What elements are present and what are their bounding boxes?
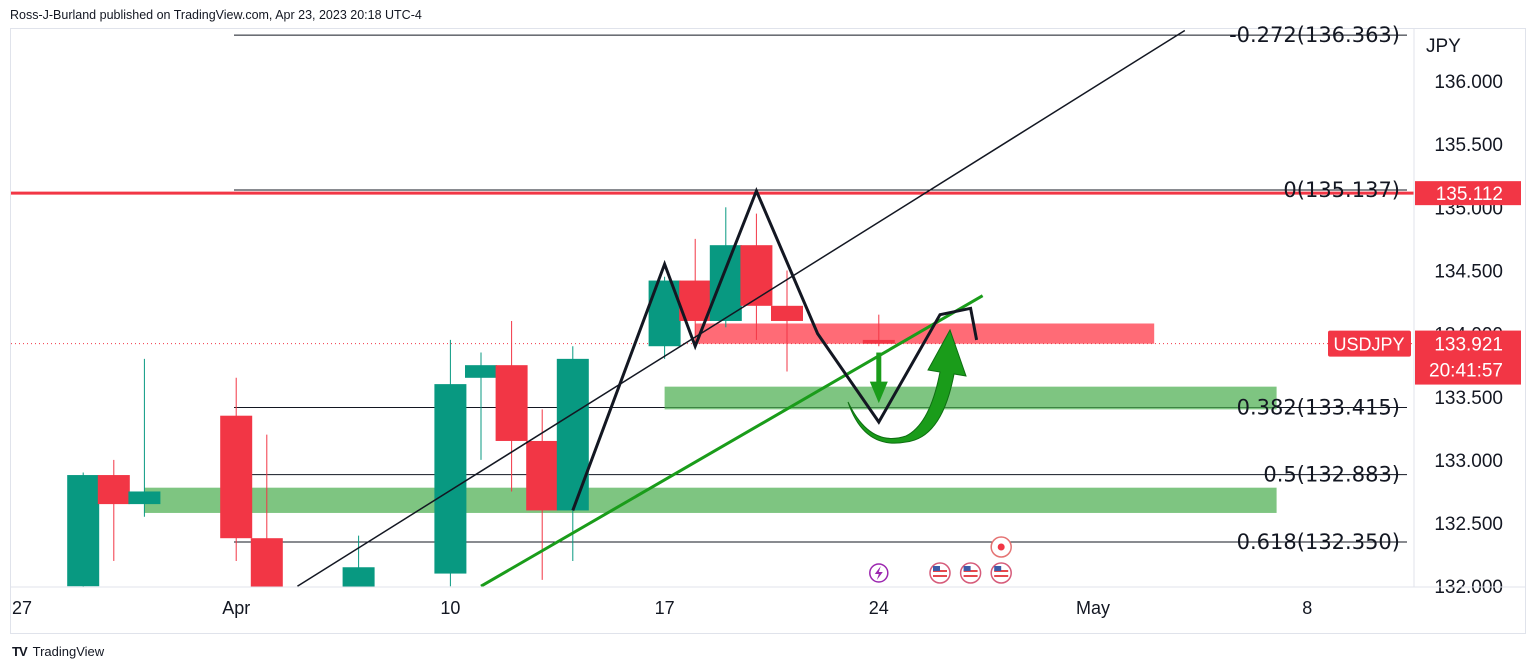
x-tick-label: 10 xyxy=(440,598,460,618)
us-flag-canton xyxy=(994,566,1002,571)
candle-body xyxy=(862,339,895,344)
y-tick-label: 136.000 xyxy=(1434,72,1503,93)
y-tick-label: 135.500 xyxy=(1434,135,1503,156)
tradingview-logo-icon: TV xyxy=(12,644,28,659)
candle-body xyxy=(495,365,528,441)
fib-level-label: 0(135.137) xyxy=(1283,178,1400,202)
us-flag-canton xyxy=(933,566,940,571)
candle-body xyxy=(465,365,497,378)
symbol-text: USDJPY xyxy=(1333,335,1404,355)
y-tick-label: 133.000 xyxy=(1434,451,1503,472)
symbol-tag xyxy=(1328,330,1411,357)
x-tick-label: 24 xyxy=(869,598,889,618)
resistance-price-text: 135.112 xyxy=(1436,184,1503,205)
x-tick-label: Apr xyxy=(222,598,250,618)
candle-body xyxy=(526,440,559,511)
y-tick-label: 134.500 xyxy=(1434,261,1503,282)
fib-level-label: -0.272(136.363) xyxy=(1229,23,1400,47)
candle-body xyxy=(342,567,375,587)
resistance-price-tag xyxy=(1415,181,1521,206)
candle-body xyxy=(556,358,589,511)
candle-body xyxy=(434,384,467,574)
fib-level-label: 0.5(132.883) xyxy=(1263,463,1400,487)
plot-area xyxy=(11,29,1414,587)
x-tick-label: May xyxy=(1076,598,1110,618)
countdown-text: 20:41:57 xyxy=(1429,361,1503,382)
flash-bolt xyxy=(874,566,883,580)
candle-body xyxy=(128,491,161,505)
candle-body xyxy=(97,475,130,505)
candle-body xyxy=(771,305,803,321)
us-flag-stripe xyxy=(933,575,947,577)
y-tick-label: 132.500 xyxy=(1434,514,1503,535)
black-trendline xyxy=(297,29,1186,587)
down-arrow-icon xyxy=(869,381,888,404)
us-flag-stripe xyxy=(963,575,978,577)
candle-body xyxy=(67,475,100,587)
us-flag-canton xyxy=(963,566,971,571)
y-tick-label: 133.500 xyxy=(1434,388,1503,409)
record-dot xyxy=(997,543,1005,551)
x-tick-label: 17 xyxy=(655,598,675,618)
green-trendline xyxy=(480,294,984,587)
resistance-zone xyxy=(695,323,1155,344)
x-tick-label: 8 xyxy=(1302,598,1312,618)
fib-level-label: 0.618(132.350) xyxy=(1237,530,1400,554)
last-price-tag xyxy=(1415,330,1521,385)
chart-frame xyxy=(10,28,1526,634)
us-flag-stripe xyxy=(994,575,1009,577)
x-tick-label: 27 xyxy=(12,598,32,618)
candle-body xyxy=(250,538,283,587)
fib-level-label: 0.382(133.415) xyxy=(1237,395,1400,419)
publisher-header: Ross-J-Burland published on TradingView.… xyxy=(10,8,422,22)
candle-body xyxy=(740,245,773,306)
axis-currency-label: JPY xyxy=(1426,36,1461,57)
footer-brand[interactable]: TradingView xyxy=(32,644,105,659)
zigzag-pattern xyxy=(571,186,979,511)
last-price-text: 133.921 xyxy=(1434,335,1503,356)
support-zone xyxy=(664,386,1277,410)
bounce-arrow-icon xyxy=(847,328,967,444)
footer: TV TradingView xyxy=(12,644,104,659)
candle-body xyxy=(220,415,253,539)
y-tick-label: 132.000 xyxy=(1434,577,1503,598)
candle-body xyxy=(709,245,742,321)
support-zone xyxy=(144,487,1277,513)
